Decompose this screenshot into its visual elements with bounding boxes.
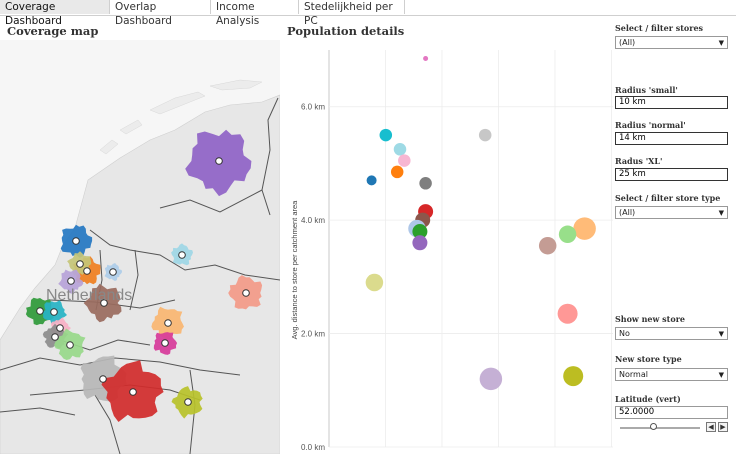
y-tick-label: 4.0 km [301, 216, 325, 225]
store-marker[interactable] [76, 260, 84, 268]
latitude-slider-handle[interactable] [650, 423, 658, 430]
scatter-point[interactable] [557, 303, 578, 324]
tab-coverage-dashboard[interactable]: Coverage Dashboard [0, 0, 110, 27]
scatter-point[interactable] [423, 56, 429, 61]
scatter-point[interactable] [558, 225, 577, 244]
store-marker[interactable] [67, 277, 75, 285]
population-details-title: Population details [287, 24, 405, 38]
store-marker[interactable] [66, 341, 74, 349]
radius-small-label: Radius 'small' [615, 85, 678, 95]
scatter-point[interactable] [479, 367, 503, 391]
scatter-point[interactable] [393, 143, 407, 156]
scatter-point[interactable] [365, 273, 384, 292]
y-tick-label: 2.0 km [301, 330, 325, 339]
chevron-down-icon: ▼ [718, 371, 724, 379]
show-new-store-label: Show new store [615, 314, 686, 324]
netherlands-label: Netherlands [46, 287, 132, 304]
store-marker[interactable] [83, 267, 91, 275]
show-new-store-value: No [619, 329, 630, 338]
plot-y-ticks: 0.0 km 2.0 km 4.0 km 6.0 km [301, 103, 325, 452]
island [149, 91, 206, 115]
scatter-point[interactable] [379, 128, 393, 142]
store-marker[interactable] [161, 339, 169, 347]
scatter-point[interactable] [419, 177, 432, 190]
population-scatter-chart[interactable]: 0.0 km 2.0 km 4.0 km 6.0 km Avg. distance t… [283, 40, 613, 454]
dashboard-tab-bar: Coverage Dashboard Overlap Dashboard Inc… [0, 0, 736, 27]
filter-store-type-value: (All) [619, 208, 636, 217]
store-marker[interactable] [51, 333, 59, 341]
y-tick-label: 6.0 km [301, 103, 325, 112]
filter-store-type-select[interactable]: (All) ▼ [615, 206, 728, 219]
scatter-point[interactable] [366, 175, 377, 186]
plot-gridlines [328, 50, 613, 448]
show-new-store-select[interactable]: No ▼ [615, 327, 728, 340]
scatter-point[interactable] [398, 154, 411, 167]
filter-store-type-label: Select / filter store type [615, 193, 721, 203]
store-marker[interactable] [56, 324, 64, 332]
store-marker[interactable] [100, 299, 108, 307]
latitude-slider-track[interactable] [620, 427, 700, 429]
coverage-map-title: Coverage map [7, 24, 99, 38]
chevron-down-icon: ▼ [718, 209, 724, 217]
tab-income-analysis[interactable]: Income Analysis [211, 0, 299, 27]
store-marker[interactable] [36, 307, 44, 315]
new-store-type-label: New store type [615, 354, 682, 364]
new-store-type-value: Normal [619, 370, 648, 379]
y-tick-label: 0.0 km [301, 443, 325, 452]
island [99, 139, 119, 155]
new-store-type-select[interactable]: Normal ▼ [615, 368, 728, 381]
wadden-islands [99, 79, 263, 155]
island [119, 119, 143, 135]
store-marker[interactable] [164, 319, 172, 327]
radius-small-input[interactable]: 10 km [615, 96, 728, 109]
store-marker[interactable] [215, 157, 223, 165]
tab-stedelijkheid-per-pc[interactable]: Stedelijkheid per PC [299, 0, 405, 27]
island [209, 79, 263, 91]
radius-normal-label: Radius 'normal' [615, 120, 686, 130]
store-marker[interactable] [99, 375, 107, 383]
scatter-point[interactable] [478, 128, 492, 142]
chevron-down-icon: ▼ [718, 39, 724, 47]
latitude-label: Latitude (vert) [615, 394, 681, 404]
scatter-point[interactable] [573, 217, 596, 240]
chevron-down-icon: ▼ [718, 330, 724, 338]
store-marker[interactable] [109, 268, 117, 276]
store-marker[interactable] [129, 388, 137, 396]
store-marker[interactable] [50, 308, 58, 316]
tab-overlap-dashboard[interactable]: Overlap Dashboard [110, 0, 211, 27]
store-marker[interactable] [184, 398, 192, 406]
radius-xl-label: Radus 'XL' [615, 156, 663, 166]
latitude-increase-button[interactable]: ▶ [718, 422, 728, 432]
store-marker[interactable] [72, 237, 80, 245]
radius-normal-input[interactable]: 14 km [615, 132, 728, 145]
latitude-decrease-button[interactable]: ◀ [706, 422, 716, 432]
store-marker[interactable] [242, 289, 250, 297]
latitude-input[interactable]: 52.0000 [615, 406, 728, 419]
filter-stores-label: Select / filter stores [615, 23, 704, 33]
filter-stores-value: (All) [619, 38, 636, 47]
scatter-points [365, 56, 596, 391]
scatter-point[interactable] [412, 235, 428, 251]
scatter-point[interactable] [538, 236, 557, 255]
scatter-point[interactable] [563, 366, 584, 387]
catchment-regions [25, 129, 263, 422]
scatter-point[interactable] [412, 224, 428, 239]
store-marker[interactable] [178, 251, 186, 259]
coverage-map[interactable]: Netherlands [0, 40, 280, 454]
y-axis-label: Avg. distance to store per catchment are… [290, 200, 299, 340]
filter-stores-select[interactable]: (All) ▼ [615, 36, 728, 49]
scatter-point[interactable] [390, 165, 404, 179]
radius-xl-input[interactable]: 25 km [615, 168, 728, 181]
